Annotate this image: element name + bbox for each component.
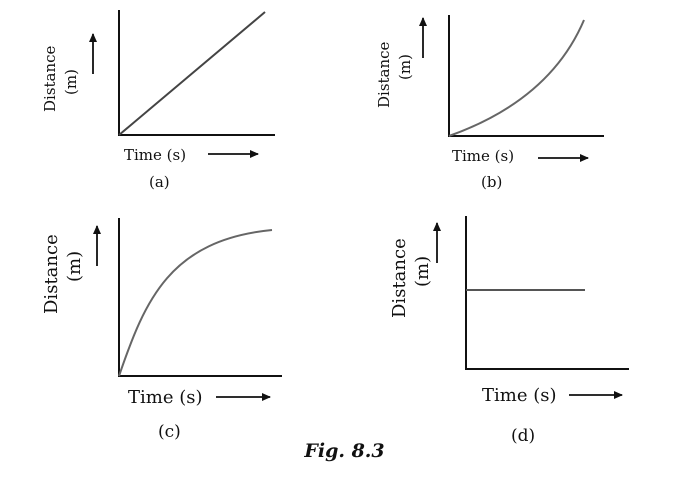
x-axis-label: Time (s): [482, 385, 557, 406]
y-axis-label-distance: Distance: [41, 45, 59, 112]
y-axis-label-unit: (m): [412, 256, 433, 287]
y-axis-label-unit: (m): [64, 251, 85, 282]
x-axis-label: Time (s): [128, 387, 203, 408]
y-axis-label-distance: Distance: [41, 234, 62, 314]
graph-label: (b): [481, 173, 502, 191]
graph-label: (c): [158, 422, 181, 442]
x-axis-label: Time (s): [452, 147, 514, 165]
x-axis-label: Time (s): [124, 146, 186, 164]
graph-b: Distance (m) Time (s) (b): [375, 15, 604, 191]
y-axis-label-distance: Distance: [375, 41, 393, 108]
y-axis-label-unit: (m): [396, 54, 414, 80]
distance-time-curve: [118, 229, 273, 377]
graph-c: Distance (m) Time (s) (c): [41, 218, 282, 442]
y-axis-label-distance: Distance: [389, 238, 410, 318]
graph-label: (d): [511, 426, 535, 446]
y-axis-label-unit: (m): [62, 69, 80, 95]
graph-d: Distance (m) Time (s) (d): [389, 216, 629, 446]
graph-label: (a): [149, 173, 170, 191]
distance-time-line: [118, 11, 266, 136]
figure-caption: Fig. 8.3: [304, 440, 385, 462]
graph-a: Distance (m) Time (s) (a): [41, 10, 275, 191]
distance-time-curve: [448, 19, 585, 137]
